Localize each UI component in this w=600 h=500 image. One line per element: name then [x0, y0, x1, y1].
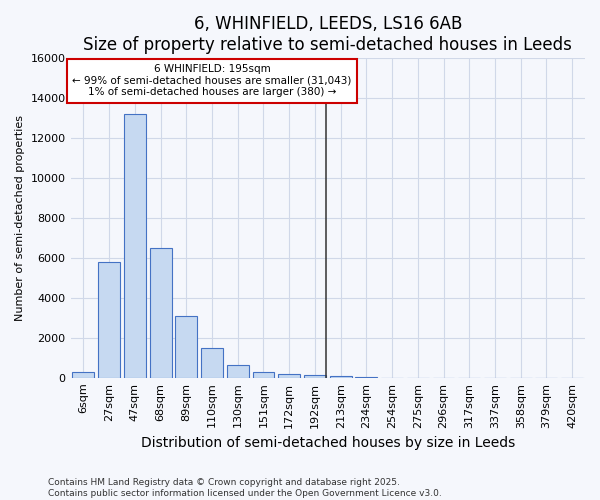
- Bar: [278, 374, 300, 378]
- Bar: [201, 348, 223, 378]
- Y-axis label: Number of semi-detached properties: Number of semi-detached properties: [15, 115, 25, 321]
- X-axis label: Distribution of semi-detached houses by size in Leeds: Distribution of semi-detached houses by …: [140, 436, 515, 450]
- Bar: [98, 262, 120, 378]
- Title: 6, WHINFIELD, LEEDS, LS16 6AB
Size of property relative to semi-detached houses : 6, WHINFIELD, LEEDS, LS16 6AB Size of pr…: [83, 15, 572, 54]
- Bar: [253, 372, 274, 378]
- Text: Contains HM Land Registry data © Crown copyright and database right 2025.
Contai: Contains HM Land Registry data © Crown c…: [48, 478, 442, 498]
- Bar: [73, 372, 94, 378]
- Text: 6 WHINFIELD: 195sqm
← 99% of semi-detached houses are smaller (31,043)
1% of sem: 6 WHINFIELD: 195sqm ← 99% of semi-detach…: [73, 64, 352, 98]
- Bar: [175, 316, 197, 378]
- Bar: [355, 377, 377, 378]
- Bar: [330, 376, 352, 378]
- Bar: [149, 248, 172, 378]
- Bar: [227, 365, 248, 378]
- Bar: [124, 114, 146, 378]
- Bar: [304, 375, 326, 378]
